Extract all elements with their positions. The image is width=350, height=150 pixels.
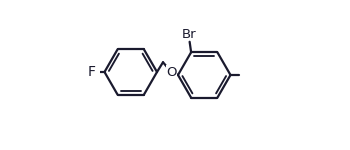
Text: F: F bbox=[88, 65, 96, 79]
Text: Br: Br bbox=[182, 28, 196, 40]
Text: O: O bbox=[166, 66, 176, 78]
